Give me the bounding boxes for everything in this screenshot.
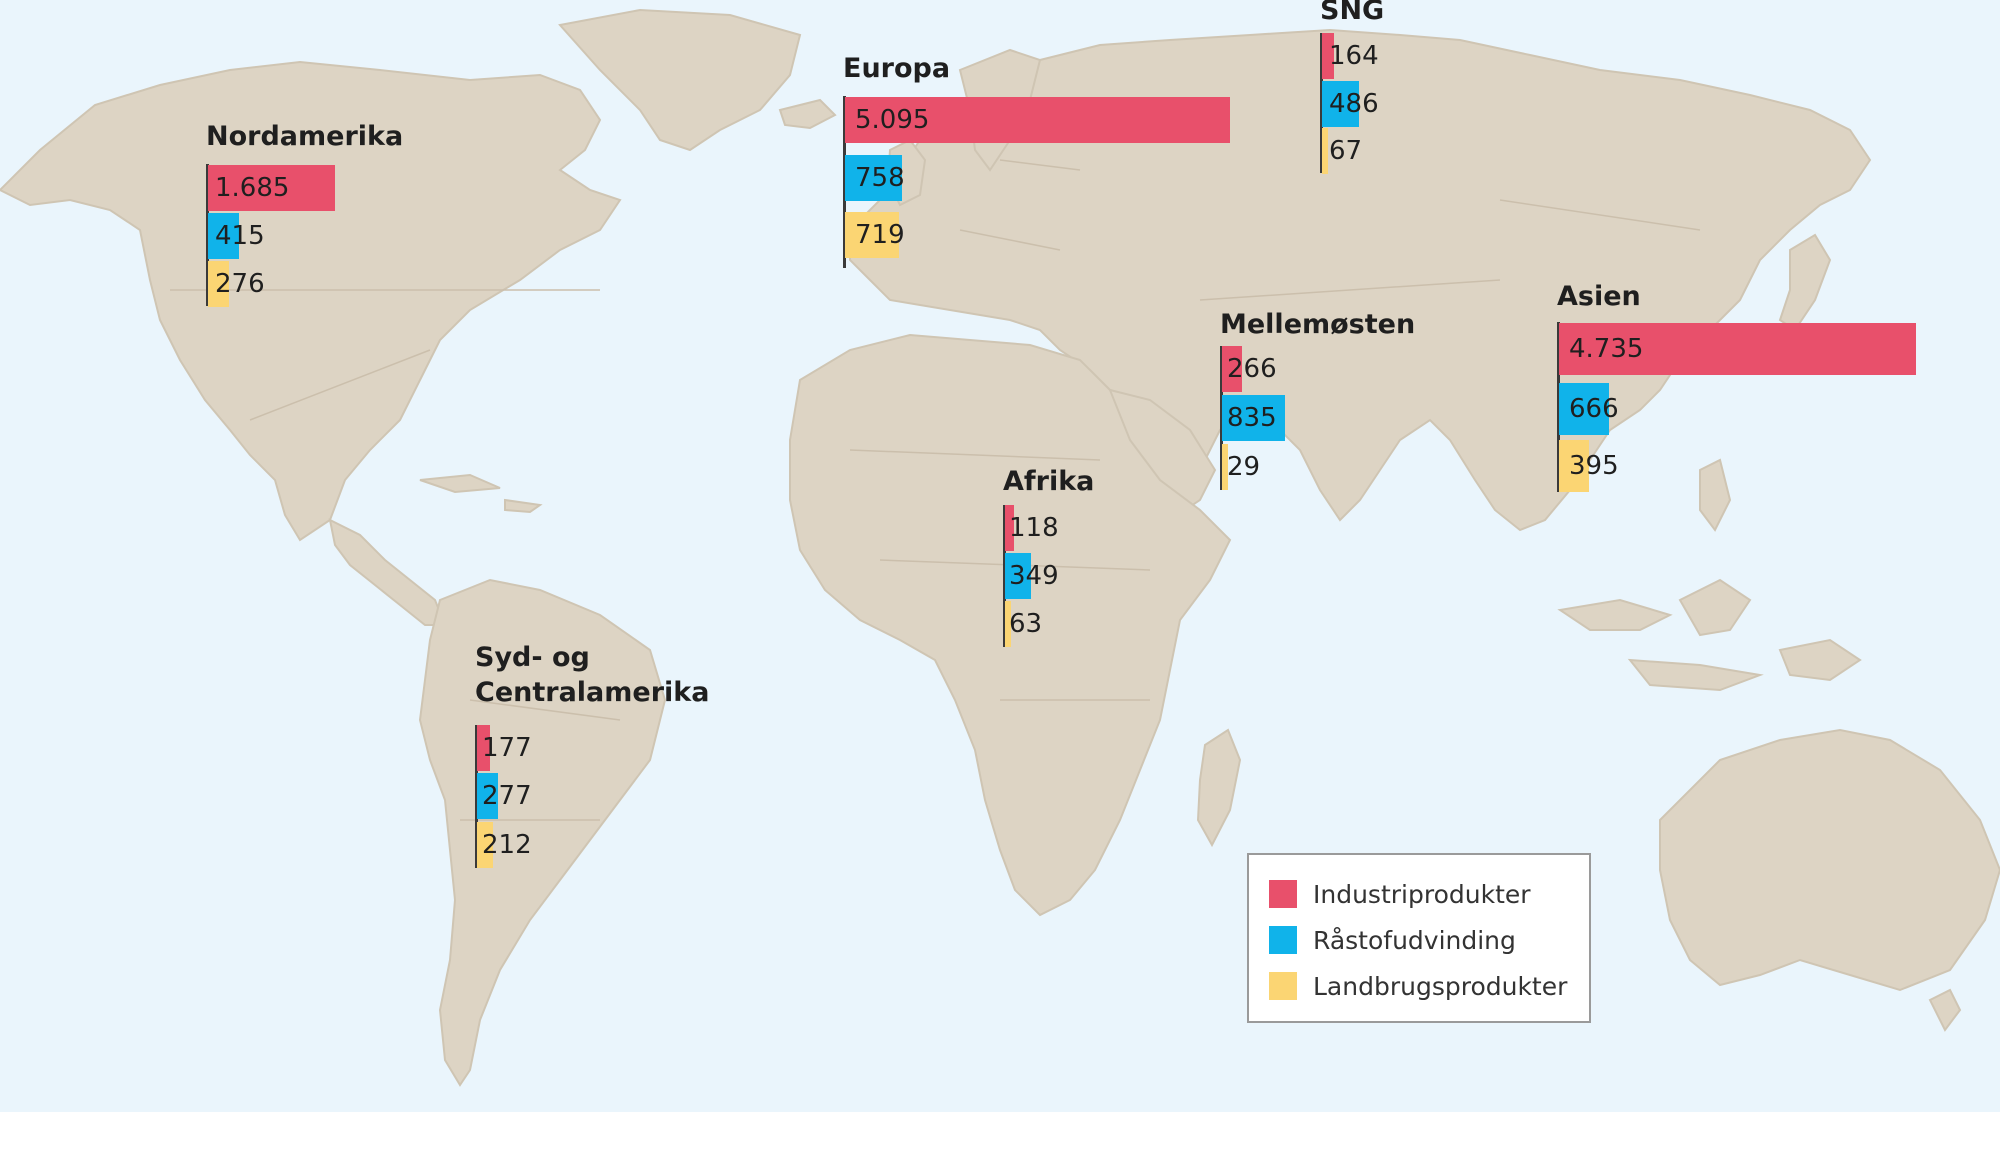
legend-label: Råstofudvinding — [1313, 925, 1516, 955]
value-label-raw-materials: 486 — [1329, 89, 1379, 119]
landmass-new-zealand — [1928, 988, 1962, 1032]
legend-item-industry: Industriprodukter — [1269, 879, 1531, 909]
landmass-madagascar — [1196, 728, 1242, 848]
legend-item-agriculture: Landbrugsprodukter — [1269, 971, 1567, 1001]
bar-industry — [845, 97, 1230, 143]
region-title: Syd- og Centralamerika — [475, 642, 710, 708]
bar-industry — [477, 725, 490, 771]
landmass-north-america — [0, 60, 622, 542]
region-title: Nordamerika — [206, 121, 404, 152]
value-label-agriculture: 276 — [215, 269, 265, 299]
bar-raw-materials — [1222, 395, 1285, 441]
value-label-raw-materials: 349 — [1009, 561, 1059, 591]
value-label-industry: 5.095 — [855, 105, 930, 135]
value-label-agriculture: 63 — [1009, 609, 1043, 639]
value-label-industry: 118 — [1009, 513, 1059, 543]
legend-swatch-agriculture — [1269, 972, 1297, 1000]
region-title: Mellemøsten — [1220, 309, 1416, 340]
bar-axis — [1320, 33, 1323, 173]
bar-agriculture — [845, 212, 899, 258]
landmass-philippines — [1699, 458, 1732, 532]
bar-industry — [1005, 505, 1014, 551]
region-title: SNG — [1320, 0, 1385, 26]
landmass-australia — [1659, 728, 2000, 992]
bar-axis — [206, 164, 209, 306]
value-label-agriculture: 67 — [1329, 136, 1363, 166]
landmass-central-america — [328, 518, 447, 626]
value-label-agriculture: 719 — [855, 220, 905, 250]
value-label-raw-materials: 835 — [1227, 403, 1277, 433]
region-title: Europa — [843, 53, 951, 84]
bar-agriculture — [477, 822, 493, 868]
value-label-agriculture: 212 — [482, 830, 532, 860]
value-label-industry: 4.735 — [1569, 334, 1644, 364]
bar-industry — [208, 165, 335, 211]
value-label-industry: 1.685 — [215, 173, 290, 203]
bar-raw-materials — [477, 773, 498, 819]
bar-agriculture — [1005, 601, 1011, 647]
bar-axis — [1220, 346, 1223, 490]
value-label-raw-materials: 666 — [1569, 394, 1619, 424]
landmass-japan — [1778, 233, 1832, 332]
value-label-raw-materials: 415 — [215, 221, 265, 251]
value-label-agriculture: 29 — [1227, 452, 1261, 482]
value-label-agriculture: 395 — [1569, 451, 1619, 481]
bar-agriculture — [208, 261, 229, 307]
bar-axis — [1557, 322, 1560, 492]
legend-item-raw-materials: Råstofudvinding — [1269, 925, 1516, 955]
bar-industry — [1222, 346, 1242, 392]
landmass-caribbean — [419, 473, 543, 514]
landmass-south-america — [418, 578, 667, 1087]
bar-agriculture — [1222, 444, 1228, 490]
value-label-raw-materials: 758 — [855, 163, 905, 193]
bar-raw-materials — [208, 213, 239, 259]
bar-raw-materials — [1322, 81, 1359, 127]
value-label-industry: 164 — [1329, 41, 1379, 71]
bar-agriculture — [1559, 440, 1589, 492]
bar-raw-materials — [1005, 553, 1031, 599]
bar-industry — [1559, 323, 1916, 375]
region-title: Afrika — [1003, 466, 1095, 497]
legend-label: Industriprodukter — [1313, 879, 1531, 909]
landmass-greenland — [558, 8, 802, 152]
legend-swatch-industry — [1269, 880, 1297, 908]
legend-label: Landbrugsprodukter — [1313, 971, 1568, 1001]
bar-axis — [1003, 505, 1006, 647]
legend: Industriprodukter Råstofudvinding Landbr… — [1247, 853, 1591, 1023]
world-map — [0, 8, 2000, 1087]
bar-axis — [843, 96, 846, 268]
region-title: Asien — [1557, 281, 1641, 312]
bar-axis — [475, 725, 478, 868]
value-label-raw-materials: 277 — [482, 781, 532, 811]
landmass-iceland — [778, 98, 837, 130]
bar-industry — [1322, 33, 1334, 79]
bar-agriculture — [1322, 128, 1328, 174]
value-label-industry: 177 — [482, 733, 532, 763]
legend-swatch-raw-materials — [1269, 926, 1297, 954]
bar-raw-materials — [1559, 383, 1609, 435]
landmass-indonesia — [1557, 578, 1862, 692]
value-label-industry: 266 — [1227, 354, 1277, 384]
bar-raw-materials — [845, 155, 902, 201]
